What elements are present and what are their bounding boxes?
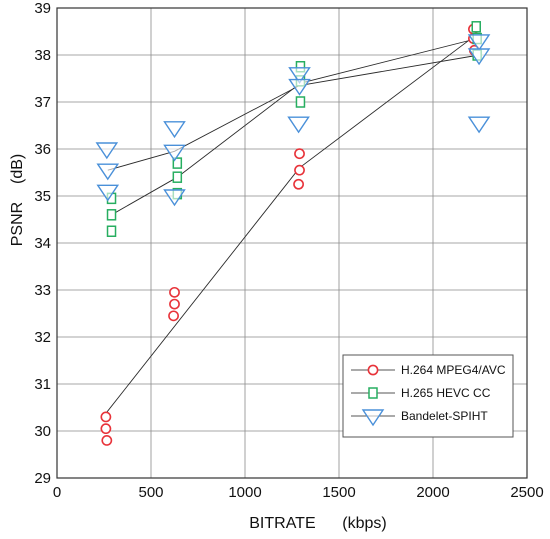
data-point bbox=[168, 310, 179, 322]
y-tick-label: 31 bbox=[34, 376, 51, 393]
data-point bbox=[295, 96, 306, 108]
data-point bbox=[294, 148, 305, 160]
y-tick-label: 32 bbox=[34, 329, 51, 346]
data-point bbox=[169, 286, 180, 298]
legend-marker bbox=[368, 387, 378, 399]
x-tick-label: 2000 bbox=[416, 484, 449, 501]
x-axis-label: BITRATE (kbps) bbox=[249, 515, 387, 532]
y-tick-label: 39 bbox=[34, 0, 51, 17]
data-point bbox=[101, 434, 113, 446]
data-point bbox=[471, 21, 481, 33]
x-tick-label: 2500 bbox=[510, 484, 543, 501]
data-point bbox=[163, 189, 186, 207]
data-point bbox=[163, 144, 186, 162]
data-point bbox=[293, 178, 304, 190]
data-point bbox=[95, 142, 119, 160]
y-tick-label: 33 bbox=[34, 282, 51, 299]
y-tick-label: 34 bbox=[34, 235, 51, 252]
data-point bbox=[288, 78, 311, 96]
trend-line bbox=[111, 38, 478, 216]
legend-label: Bandelet-SPIHT bbox=[401, 409, 488, 423]
data-point bbox=[467, 116, 491, 134]
data-point bbox=[467, 34, 491, 52]
legend-marker bbox=[367, 364, 379, 376]
plot-frame bbox=[56, 7, 528, 479]
trend-line bbox=[107, 54, 480, 171]
data-point bbox=[294, 164, 305, 176]
data-point bbox=[163, 121, 186, 139]
data-point bbox=[96, 163, 120, 181]
legend-label: H.264 MPEG4/AVC bbox=[401, 363, 506, 377]
data-point bbox=[288, 67, 311, 85]
legend-marker bbox=[361, 409, 385, 427]
data-point bbox=[106, 225, 117, 237]
tick-labels: 0 500 1000 1500 2000 2500 29 30 31 32 33 34 35 36 37 38… bbox=[34, 0, 543, 501]
data-point bbox=[287, 116, 310, 134]
y-tick-label: 36 bbox=[34, 141, 51, 158]
x-tick-label: 1500 bbox=[322, 484, 355, 501]
data-point bbox=[100, 411, 112, 423]
x-tick-label: 1000 bbox=[228, 484, 261, 501]
y-tick-label: 35 bbox=[34, 188, 51, 205]
x-tick-label: 0 bbox=[53, 484, 61, 501]
data-markers bbox=[95, 21, 491, 446]
data-point bbox=[100, 423, 112, 435]
data-point bbox=[96, 184, 120, 202]
legend: H.264 MPEG4/AVC H.265 HEVC CC Bandelet-SPI… bbox=[342, 354, 514, 438]
y-axis-label: PSNR (dB) bbox=[9, 154, 26, 246]
data-point bbox=[467, 48, 491, 66]
x-tick-label: 500 bbox=[138, 484, 163, 501]
y-tick-label: 37 bbox=[34, 94, 51, 111]
data-point bbox=[106, 209, 117, 221]
data-point bbox=[172, 171, 183, 183]
y-tick-label: 29 bbox=[34, 470, 51, 487]
data-point bbox=[169, 298, 180, 310]
y-tick-label: 38 bbox=[34, 47, 51, 64]
legend-label: H.265 HEVC CC bbox=[401, 386, 491, 400]
y-tick-label: 30 bbox=[34, 423, 51, 440]
data-point bbox=[172, 157, 183, 169]
